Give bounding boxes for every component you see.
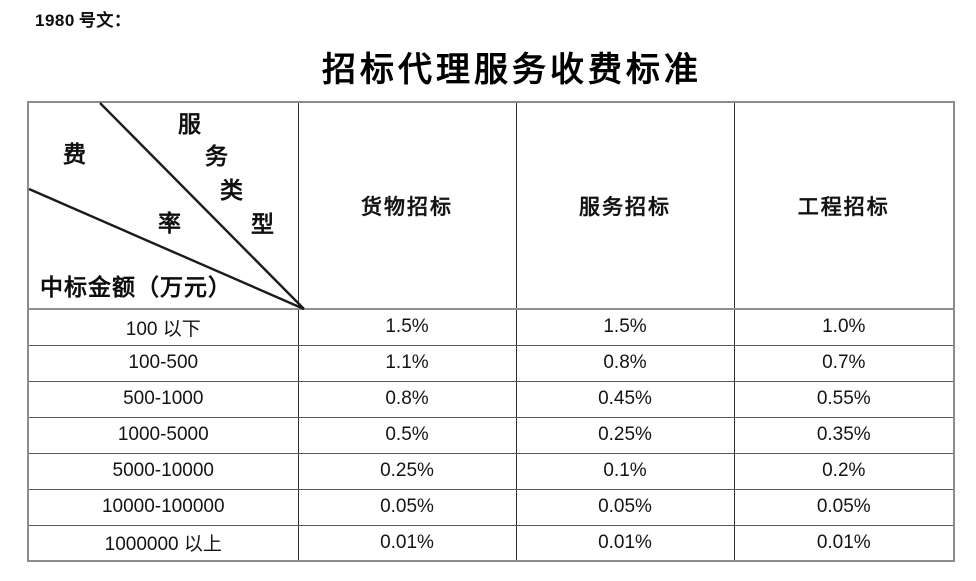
amount-range-cell: 1000000 以上 xyxy=(27,524,299,562)
rate-cell: 0.2% xyxy=(733,452,955,490)
corner-label-service-type-char: 型 xyxy=(251,212,274,237)
table-header-row: 服 务 类 型 费 率 中标金额（万元） 货物招标 服务招标 工程招标 xyxy=(27,101,955,311)
rate-cell: 0.7% xyxy=(733,344,955,382)
amount-range-cell: 500-1000 xyxy=(27,380,299,418)
diagonal-corner-cell: 服 务 类 型 费 率 中标金额（万元） xyxy=(27,101,305,311)
diagonal-divider-lines xyxy=(28,102,305,311)
corner-label-fee-rate-char: 费 xyxy=(63,142,86,167)
rate-cell: 0.35% xyxy=(733,416,955,454)
rate-cell: 0.25% xyxy=(297,452,517,490)
fee-table: 服 务 类 型 费 率 中标金额（万元） 货物招标 服务招标 工程招标 100 … xyxy=(27,101,955,562)
rate-cell: 0.01% xyxy=(297,524,517,562)
rate-cell: 1.5% xyxy=(297,308,517,346)
amount-range-cell: 100 以下 xyxy=(27,308,299,346)
rate-cell: 0.1% xyxy=(515,452,735,490)
corner-label-service-type-char: 类 xyxy=(220,178,243,203)
table-row: 10000-100000 0.05% 0.05% 0.05% xyxy=(27,488,955,526)
page-title: 招标代理服务收费标准 xyxy=(322,52,702,89)
amount-range-cell: 100-500 xyxy=(27,344,299,382)
fee-table-grid: 服 务 类 型 费 率 中标金额（万元） 货物招标 服务招标 工程招标 100 … xyxy=(27,101,955,562)
corner-label-bid-amount: 中标金额（万元） xyxy=(40,275,232,300)
amount-range-cell: 10000-100000 xyxy=(27,488,299,526)
rate-cell: 0.8% xyxy=(297,380,517,418)
rate-cell: 0.55% xyxy=(733,380,955,418)
column-header-goods: 货物招标 xyxy=(297,101,517,310)
rate-cell: 0.01% xyxy=(733,524,955,562)
table-row: 1000-5000 0.5% 0.25% 0.35% xyxy=(27,416,955,454)
rate-cell: 0.5% xyxy=(297,416,517,454)
rate-cell: 0.45% xyxy=(515,380,735,418)
doc-ref-label: 1980 号文： xyxy=(35,6,131,31)
corner-label-service-type-char: 务 xyxy=(205,144,228,169)
rate-cell: 0.25% xyxy=(515,416,735,454)
amount-range-cell: 1000-5000 xyxy=(27,416,299,454)
rate-cell: 1.5% xyxy=(515,308,735,346)
doc-ref-suffix: 号文： xyxy=(78,11,132,30)
rate-cell: 0.05% xyxy=(515,488,735,526)
rate-cell: 1.0% xyxy=(733,308,955,346)
amount-range-cell: 5000-10000 xyxy=(27,452,299,490)
table-row: 1000000 以上 0.01% 0.01% 0.01% xyxy=(27,524,955,562)
table-row: 500-1000 0.8% 0.45% 0.55% xyxy=(27,380,955,418)
table-row: 100 以下 1.5% 1.5% 1.0% xyxy=(27,308,955,346)
rate-cell: 0.05% xyxy=(297,488,517,526)
column-header-services: 服务招标 xyxy=(515,101,735,310)
table-row: 5000-10000 0.25% 0.1% 0.2% xyxy=(27,452,955,490)
rate-cell: 1.1% xyxy=(297,344,517,382)
corner-label-service-type-char: 服 xyxy=(178,112,201,137)
rate-cell: 0.8% xyxy=(515,344,735,382)
rate-cell: 0.05% xyxy=(733,488,955,526)
rate-cell: 0.01% xyxy=(515,524,735,562)
column-header-engineering: 工程招标 xyxy=(733,101,955,310)
corner-label-fee-rate-char: 率 xyxy=(158,211,181,236)
doc-ref-number: 1980 xyxy=(35,11,75,30)
table-row: 100-500 1.1% 0.8% 0.7% xyxy=(27,344,955,382)
